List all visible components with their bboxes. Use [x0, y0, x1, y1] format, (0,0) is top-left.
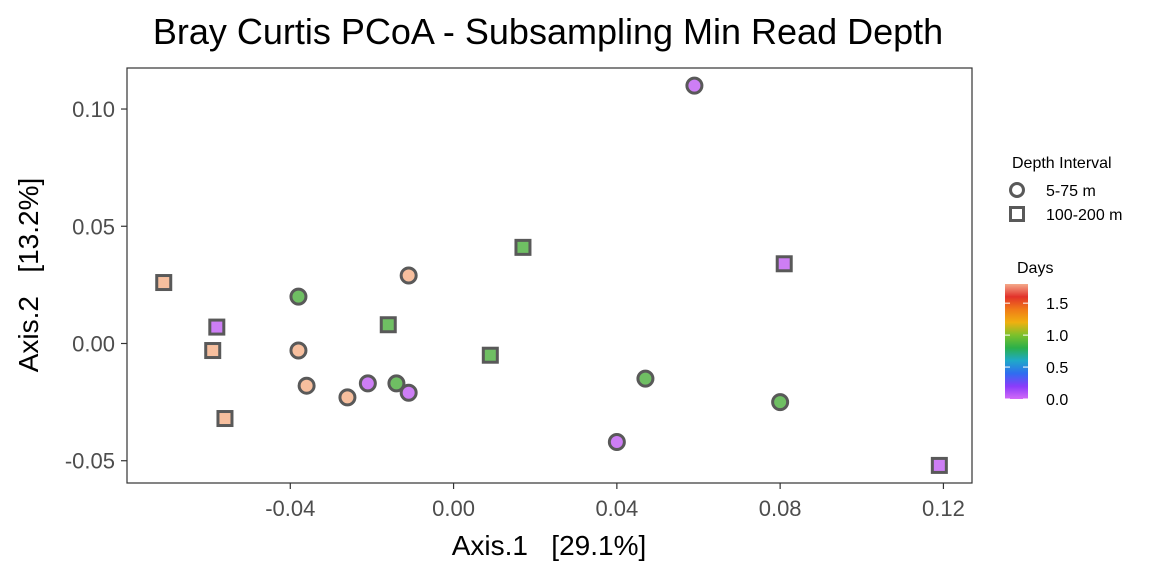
data-point-circle [399, 266, 418, 285]
shape-legend: Depth Interval 5-75 m 100-200 m [1009, 155, 1123, 224]
data-point-square [208, 318, 226, 336]
legend-circle-key [1009, 182, 1025, 198]
shape-legend-title: Depth Interval [1012, 155, 1112, 172]
data-point-square [481, 346, 499, 364]
plot-panel [126, 67, 973, 484]
color-legend-tick-label: 0.0 [1046, 392, 1068, 409]
shape-legend-label: 100-200 m [1046, 207, 1123, 224]
data-point-square [216, 410, 234, 428]
color-legend: Days 0.0 0.5 1.0 1.5 [1005, 260, 1068, 409]
data-points [155, 76, 948, 474]
color-legend-tick-label: 1.5 [1046, 296, 1068, 313]
color-legend-tick-label: 1.0 [1046, 328, 1068, 345]
y-tick-label: 0.00 [72, 331, 115, 356]
x-tick-label: 0.00 [432, 496, 475, 521]
shape-legend-label: 5-75 m [1046, 183, 1096, 200]
x-tick-label: 0.08 [759, 496, 802, 521]
x-tick-label: 0.12 [922, 496, 965, 521]
data-point-circle [289, 287, 308, 306]
data-point-circle [771, 393, 790, 412]
legend-square-key [1009, 206, 1025, 222]
data-point-square [155, 274, 173, 292]
data-point-circle [636, 369, 655, 388]
x-tick-label: 0.04 [595, 496, 638, 521]
y-axis-title: Axis.2 [13.2%] [13, 178, 44, 373]
data-point-square [204, 342, 222, 360]
data-point-circle [607, 432, 626, 451]
data-point-circle [387, 374, 406, 393]
y-tick-label: -0.05 [65, 449, 115, 474]
color-legend-tick-label: 0.5 [1046, 360, 1068, 377]
x-axis-title: Axis.1 [29.1%] [452, 530, 647, 561]
data-point-circle [685, 76, 704, 95]
data-point-square [775, 255, 793, 273]
data-point-circle [399, 383, 418, 402]
data-point-square [379, 316, 397, 334]
y-tick-label: 0.10 [72, 97, 115, 122]
data-point-circle [338, 388, 357, 407]
data-point-circle [358, 374, 377, 393]
x-tick-label: -0.04 [265, 496, 315, 521]
chart-title: Bray Curtis PCoA - Subsampling Min Read … [153, 11, 943, 52]
data-point-square [930, 456, 948, 474]
x-axis: -0.04 0.00 0.04 0.08 0.12 [265, 483, 965, 521]
y-tick-label: 0.05 [72, 214, 115, 239]
data-point-square [514, 238, 532, 256]
data-point-circle [297, 376, 316, 395]
data-point-circle [289, 341, 308, 360]
y-axis: -0.05 0.00 0.05 0.10 [65, 97, 127, 474]
color-bar [1005, 284, 1028, 399]
color-legend-title: Days [1017, 260, 1053, 277]
